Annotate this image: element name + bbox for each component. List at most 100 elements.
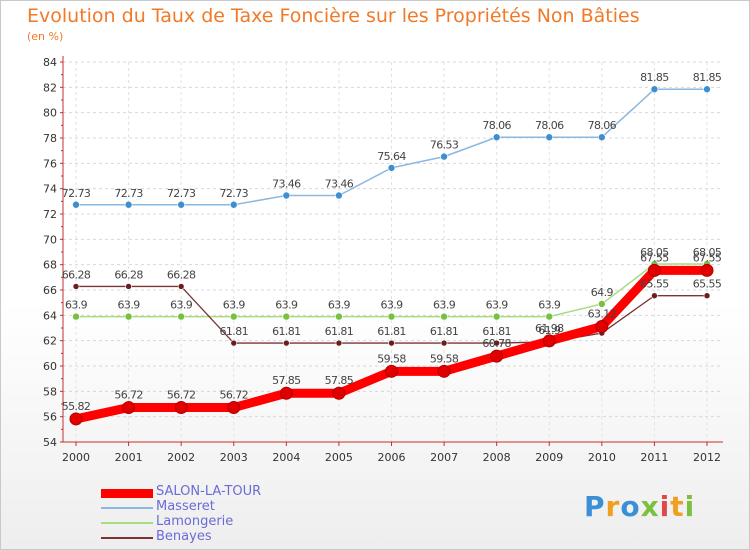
data-label: 55.82 (62, 400, 91, 413)
y-tick-label: 70 (43, 233, 57, 246)
data-point (177, 283, 185, 290)
data-label: 81.85 (640, 71, 669, 84)
data-label: 59.58 (430, 352, 459, 365)
data-label: 59.58 (377, 352, 406, 365)
x-tick-label: 2009 (535, 451, 563, 464)
grid-layer (63, 61, 723, 443)
data-point (598, 300, 606, 308)
data-point (174, 401, 188, 415)
data-point (335, 191, 343, 200)
data-point (493, 339, 500, 347)
chart-unit-label: (en %) (27, 30, 64, 43)
series-layer (69, 85, 714, 426)
data-label: 72.73 (62, 187, 91, 200)
data-label: 66.28 (167, 268, 196, 281)
data-point (229, 200, 238, 209)
data-label: 81.85 (693, 71, 722, 84)
axis-layer: 54 56 58 60 62 64 66 68 70 72 74 76 78 80 82 84 2000 2001… (43, 56, 723, 464)
data-label: 56.72 (114, 389, 143, 402)
data-label: 78.06 (482, 119, 511, 132)
x-tick-label: 2006 (378, 451, 406, 464)
data-point (700, 263, 714, 277)
x-tick-label: 2001 (115, 451, 143, 464)
x-tick-label: 2004 (272, 451, 300, 464)
x-tick-label: 2008 (483, 451, 511, 464)
data-label: 67.55 (640, 251, 669, 264)
y-tick-label: 84 (43, 56, 57, 69)
data-label: 64.9 (591, 286, 614, 299)
data-point (283, 339, 290, 347)
data-label: 65.55 (693, 278, 722, 291)
data-point (595, 319, 609, 333)
data-point (387, 312, 396, 321)
data-label: 63.9 (486, 299, 509, 312)
data-point (177, 200, 185, 209)
data-label: 66.28 (62, 268, 91, 281)
y-tick-label: 54 (43, 436, 57, 449)
data-label: 61.81 (482, 325, 511, 338)
x-tick-label: 2005 (325, 451, 353, 464)
data-point (542, 334, 556, 348)
data-point (545, 133, 554, 142)
data-point (440, 339, 448, 347)
data-point (125, 283, 132, 290)
data-label: 63.9 (328, 299, 351, 312)
y-tick-label: 72 (43, 208, 57, 221)
data-point (122, 401, 136, 415)
data-point (282, 312, 291, 321)
data-label: 61.81 (377, 325, 406, 338)
x-tick-label: 2007 (430, 451, 458, 464)
data-label: 63.12 (588, 307, 617, 320)
data-label: 61.81 (430, 325, 459, 338)
y-tick-label: 82 (43, 81, 57, 94)
data-label: 67.55 (693, 251, 722, 264)
chart-title: Evolution du Taux de Taxe Foncière sur l… (27, 5, 640, 27)
data-label: 61.9 (538, 324, 561, 337)
y-tick-label: 68 (43, 259, 57, 272)
data-point (545, 312, 554, 321)
legend-swatch (101, 537, 153, 539)
data-label: 78.06 (588, 119, 617, 132)
data-point (335, 339, 343, 347)
data-label: 61.81 (325, 325, 354, 338)
data-label: 63.9 (380, 299, 403, 312)
legend-swatch (101, 522, 153, 524)
x-tick-label: 2003 (220, 451, 248, 464)
data-label: 63.9 (275, 299, 298, 312)
proxiti-logo: Proxiti (584, 490, 696, 523)
data-label: 73.46 (272, 178, 301, 191)
data-label: 57.85 (272, 374, 301, 387)
data-point (72, 283, 80, 290)
y-tick-label: 74 (43, 183, 57, 196)
data-label: 78.06 (535, 119, 564, 132)
y-tick-label: 58 (43, 385, 57, 398)
y-tick-label: 62 (43, 335, 57, 348)
data-point (703, 292, 711, 300)
data-label: 63.9 (118, 299, 141, 312)
x-tick-label: 2012 (693, 451, 721, 464)
data-label: 56.72 (220, 389, 249, 402)
data-point (647, 263, 661, 277)
legend-swatch (101, 488, 153, 498)
legend-swatch (101, 507, 153, 509)
data-point (385, 364, 398, 378)
data-label: 68.05 (693, 246, 722, 259)
data-point (651, 292, 658, 300)
data-point (492, 133, 501, 142)
data-label: 75.64 (377, 150, 406, 163)
data-point (72, 312, 80, 321)
data-label: 56.72 (167, 389, 196, 402)
data-label: 72.73 (114, 187, 143, 200)
data-label: 63.9 (65, 299, 88, 312)
data-label: 63.9 (538, 299, 561, 312)
legend-label: SALON-LA-TOUR (156, 484, 262, 499)
data-point (72, 200, 80, 209)
data-label: 61.81 (220, 325, 249, 338)
data-point (69, 412, 83, 426)
data-point (230, 339, 238, 347)
data-label: 61.98 (535, 322, 564, 335)
data-point (388, 339, 395, 347)
data-label: 63.9 (170, 299, 193, 312)
